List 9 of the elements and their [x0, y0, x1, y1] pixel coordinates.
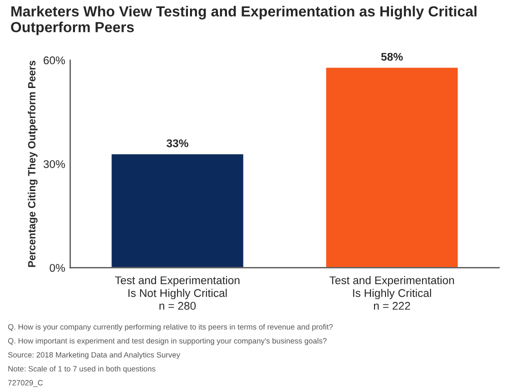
data-label: 58%: [381, 52, 403, 61]
chart-title: Marketers Who View Testing and Experimentation as Highly Critical Outperform Peers: [11, 6, 476, 36]
y-axis-title: Percentage Citing They Outperform Peers: [28, 60, 38, 267]
y-tick-label: 60%: [44, 56, 65, 64]
y-tick-label: 30%: [44, 160, 65, 168]
data-label: 33%: [166, 139, 188, 148]
x-tick-label: Test and Experimentation Is Not Highly Critical n = 280: [115, 276, 240, 310]
y-tick-label: 0%: [50, 264, 65, 272]
x-tick-label: Test and Experimentation Is Highly Critical n = 222: [330, 276, 454, 310]
